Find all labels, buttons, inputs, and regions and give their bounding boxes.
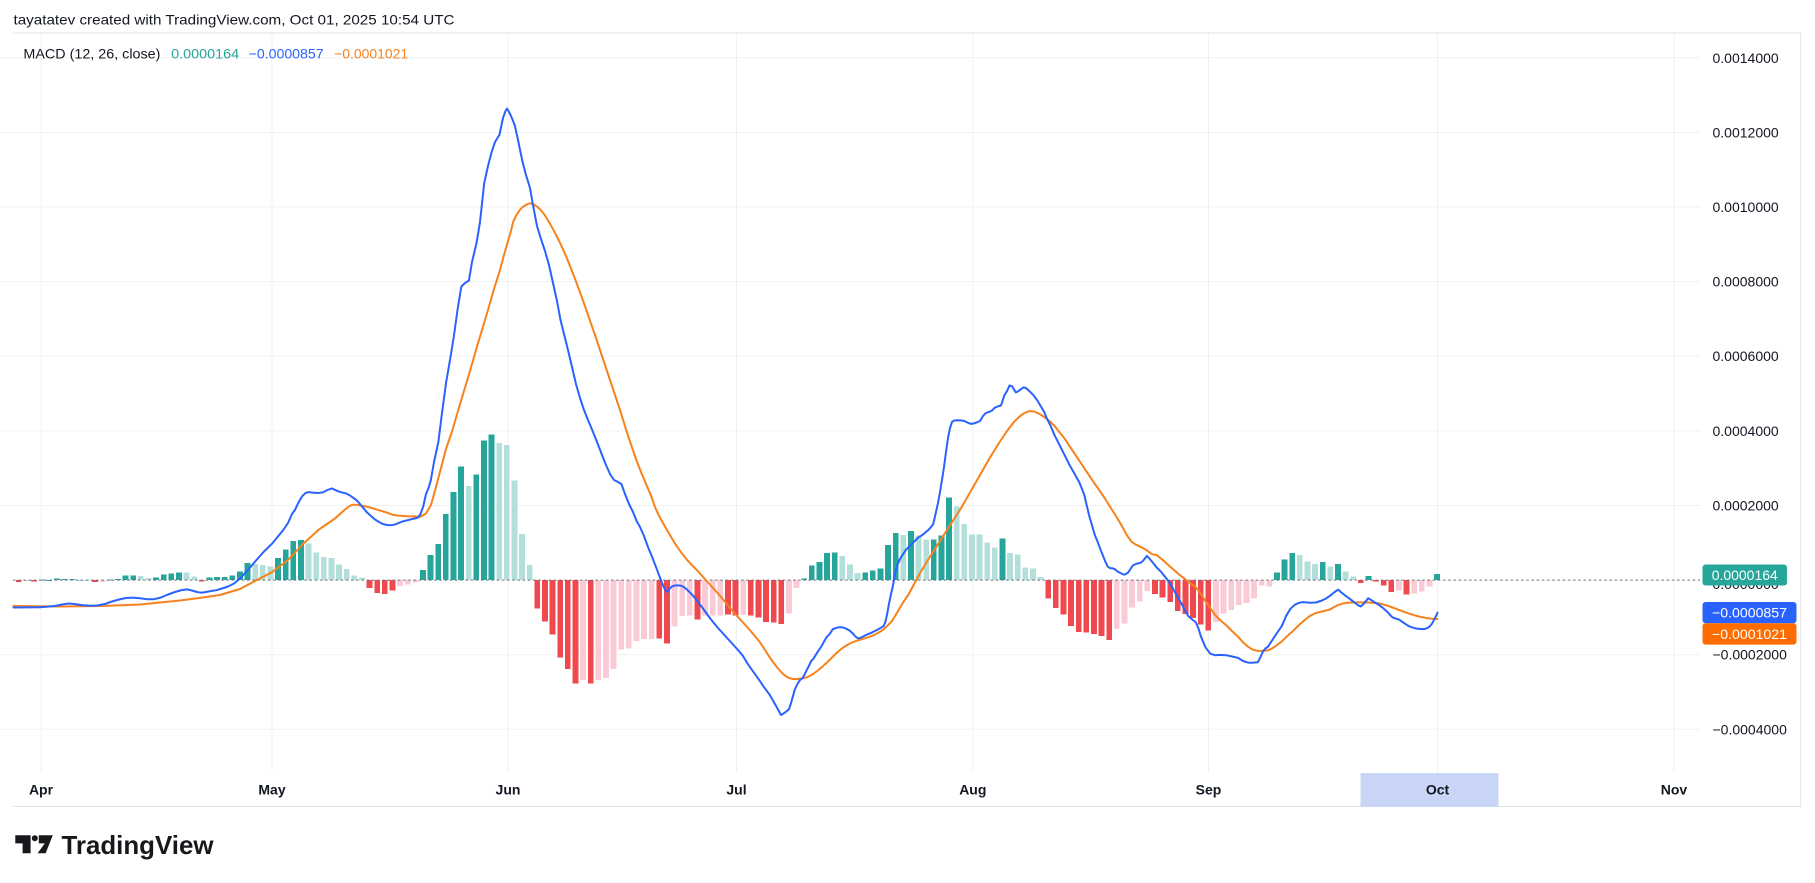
svg-text:0.0000164: 0.0000164 <box>171 46 239 62</box>
svg-text:0.0008000: 0.0008000 <box>1713 274 1779 290</box>
svg-text:MACD (12, 26, close): MACD (12, 26, close) <box>23 46 160 62</box>
svg-text:−0.0002000: −0.0002000 <box>1713 647 1788 663</box>
svg-text:−0.0001021: −0.0001021 <box>1712 626 1787 642</box>
svg-text:0.0002000: 0.0002000 <box>1713 498 1779 514</box>
svg-text:0.0014000: 0.0014000 <box>1713 50 1779 66</box>
svg-text:Aug: Aug <box>959 782 986 798</box>
svg-text:Oct: Oct <box>1426 782 1450 798</box>
svg-text:Apr: Apr <box>29 782 54 798</box>
svg-text:Jun: Jun <box>496 782 521 798</box>
svg-text:−0.0000857: −0.0000857 <box>249 46 324 62</box>
svg-text:0.0000164: 0.0000164 <box>1712 567 1778 583</box>
svg-text:May: May <box>258 782 285 798</box>
svg-text:tayatatev created with Trading: tayatatev created with TradingView.com, … <box>14 12 455 28</box>
svg-text:0.0006000: 0.0006000 <box>1713 348 1779 364</box>
svg-text:0.0012000: 0.0012000 <box>1713 124 1779 140</box>
svg-text:Jul: Jul <box>726 782 746 798</box>
svg-text:−0.0001021: −0.0001021 <box>334 46 408 62</box>
svg-text:0.0004000: 0.0004000 <box>1713 423 1779 439</box>
svg-text:TradingView: TradingView <box>62 830 215 860</box>
svg-text:−0.0000857: −0.0000857 <box>1712 605 1787 621</box>
svg-text:0.0010000: 0.0010000 <box>1713 199 1779 215</box>
svg-text:−0.0004000: −0.0004000 <box>1713 721 1788 737</box>
svg-text:Sep: Sep <box>1196 782 1222 798</box>
svg-text:Nov: Nov <box>1661 782 1688 798</box>
